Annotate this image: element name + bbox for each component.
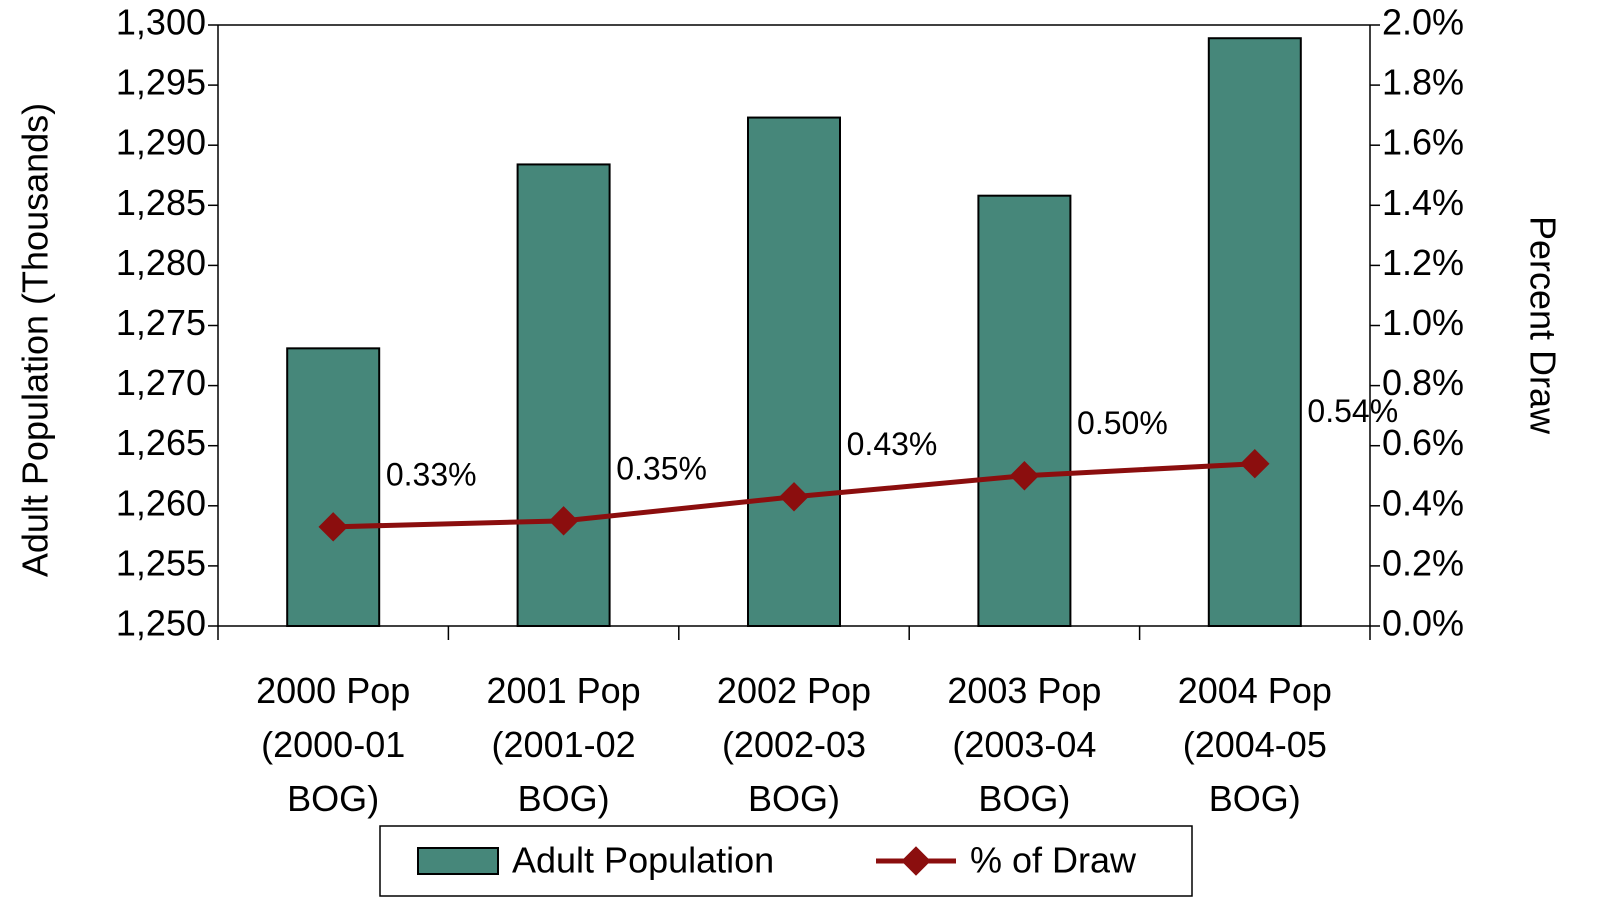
legend-marker	[901, 846, 931, 876]
x-tick-label: 2004 Pop (2004-05 BOG)	[1177, 670, 1332, 819]
y2-tick-label: 1.4%	[1382, 182, 1464, 223]
legend-swatch	[417, 847, 499, 875]
data-label: 0.35%	[616, 450, 707, 486]
data-label: 0.43%	[847, 426, 938, 462]
y-tick-label: 1,250	[116, 603, 206, 644]
y-tick-label: 1,285	[116, 182, 206, 223]
y-tick-label: 1,270	[116, 362, 206, 403]
line-marker	[1240, 449, 1270, 479]
data-label: 0.50%	[1077, 405, 1168, 441]
y-tick-label: 1,280	[116, 242, 206, 283]
data-label: 0.54%	[1307, 393, 1398, 429]
bar	[747, 116, 841, 628]
y2-tick-label: 0.0%	[1382, 603, 1464, 644]
y2-tick-label: 1.8%	[1382, 62, 1464, 103]
legend-box	[379, 825, 1193, 897]
y2-tick-label: 1.2%	[1382, 242, 1464, 283]
y2-tick-label: 0.6%	[1382, 422, 1464, 463]
y-tick-label: 1,260	[116, 482, 206, 523]
bar	[286, 347, 381, 627]
y2-axis-title: Percent Draw	[1522, 216, 1563, 435]
y-tick-label: 1,275	[116, 302, 206, 343]
y2-tick-label: 2.0%	[1382, 2, 1464, 43]
y2-tick-label: 1.0%	[1382, 302, 1464, 343]
legend-label: Adult Population	[512, 840, 774, 881]
x-tick-label: 2003 Pop (2003-04 BOG)	[947, 670, 1102, 819]
legend-label: % of Draw	[970, 840, 1137, 881]
line-marker	[1009, 461, 1040, 491]
line-marker	[779, 482, 809, 512]
x-tick-label: 2000 Pop (2000-01 BOG)	[256, 670, 411, 819]
line-marker	[318, 512, 348, 542]
y-tick-label: 1,295	[116, 62, 206, 103]
data-label: 0.33%	[386, 456, 477, 492]
bar	[1207, 37, 1302, 628]
x-tick-label: 2002 Pop (2002-03 BOG)	[716, 670, 872, 819]
bar	[516, 163, 611, 627]
bar	[977, 194, 1072, 628]
y-tick-label: 1,290	[116, 122, 206, 163]
y2-tick-label: 0.2%	[1382, 542, 1464, 583]
y-tick-label: 1,265	[116, 422, 206, 463]
y2-tick-label: 0.4%	[1382, 482, 1464, 523]
x-tick-label: 2001 Pop (2001-02 BOG)	[486, 670, 641, 819]
y-tick-label: 1,300	[116, 2, 206, 43]
y-axis-title: Adult Population (Thousands)	[15, 103, 56, 577]
y2-tick-label: 0.8%	[1382, 362, 1464, 403]
y-tick-label: 1,255	[116, 542, 206, 583]
line-marker	[548, 506, 579, 536]
y2-tick-label: 1.6%	[1382, 122, 1464, 163]
